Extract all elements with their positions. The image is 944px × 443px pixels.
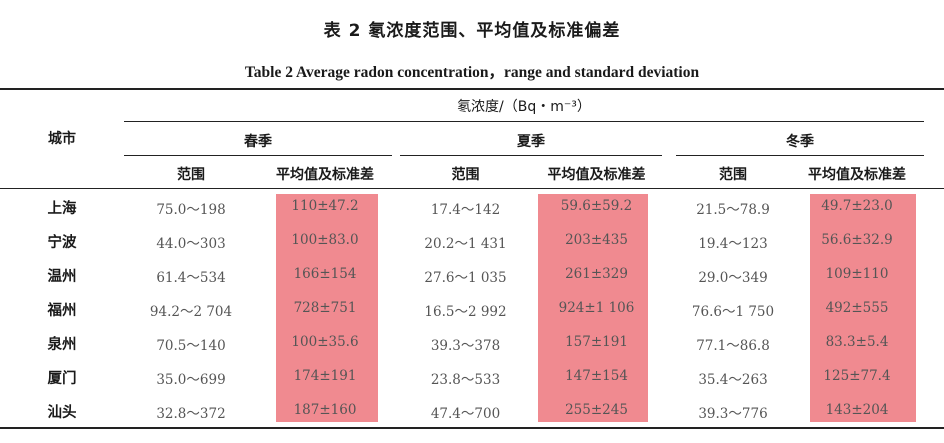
city-label: 上海: [47, 201, 77, 217]
mean-std-cell: 157±191: [565, 334, 628, 350]
range-cell: 35.4～263: [698, 372, 768, 388]
range-cell: 77.1～86.8: [696, 338, 770, 354]
season-header-summer: 夏季: [517, 134, 545, 150]
highlight-winter-mean: [810, 194, 916, 422]
range-cell: 16.5～2 992: [424, 304, 507, 320]
radon-group-header: 氡浓度/（Bq・m⁻³）: [457, 99, 591, 115]
city-header: 城市: [48, 131, 76, 147]
mean-std-cell: 147±154: [565, 368, 628, 384]
mean-std-cell: 728±751: [293, 300, 357, 316]
mean-std-cell: 203±435: [565, 232, 628, 248]
mean-std-cell: 174±191: [293, 368, 357, 384]
season-rule-spring: [124, 155, 392, 156]
range-cell: 21.5～78.9: [696, 202, 770, 218]
range-cell: 47.4～700: [430, 406, 501, 422]
range-cell: 61.4～534: [156, 270, 226, 286]
mean-std-cell: 56.6±32.9: [821, 232, 893, 248]
mean-std-cell: 187±160: [293, 402, 357, 418]
sub-header-mean-summer: 平均值及标准差: [547, 167, 646, 183]
mean-std-cell: 109±110: [825, 266, 889, 282]
mean-std-cell: 49.7±23.0: [821, 198, 893, 214]
bottom-rule: [0, 427, 944, 429]
sub-header-range-winter: 范围: [719, 167, 747, 183]
highlight-spring-mean: [276, 194, 378, 422]
range-cell: 29.0～349: [698, 270, 768, 286]
top-rule: [0, 88, 944, 90]
range-cell: 32.8～372: [156, 406, 226, 422]
season-rule-summer: [400, 155, 662, 156]
city-label: 宁波: [47, 235, 77, 251]
range-cell: 94.2～2 704: [149, 304, 233, 320]
mean-std-cell: 125±77.4: [823, 368, 891, 384]
mean-std-cell: 143±204: [825, 402, 889, 418]
mean-std-cell: 492±555: [825, 300, 889, 316]
range-cell: 39.3～378: [430, 338, 501, 354]
mean-std-cell: 261±329: [565, 266, 628, 282]
group-header-rule: [124, 121, 924, 122]
range-cell: 27.6～1 035: [424, 270, 507, 286]
mean-std-cell: 100±35.6: [291, 334, 359, 350]
range-cell: 20.2～1 431: [424, 236, 507, 252]
range-cell: 75.0～198: [156, 202, 226, 218]
range-cell: 23.8～533: [430, 372, 501, 388]
city-label: 温州: [47, 269, 77, 285]
mean-std-cell: 100±83.0: [291, 232, 359, 248]
table-caption-english: Table 2 Average radon concentration，rang…: [244, 64, 700, 81]
range-cell: 70.5～140: [156, 338, 226, 354]
sub-header-mean-winter: 平均值及标准差: [808, 167, 906, 183]
mean-std-cell: 110±47.2: [291, 198, 359, 214]
header-bottom-rule: [0, 188, 944, 189]
city-label: 汕头: [47, 405, 77, 421]
mean-std-cell: 166±154: [293, 266, 357, 282]
sub-header-range-spring: 范围: [177, 167, 205, 183]
sub-header-mean-spring: 平均值及标准差: [276, 167, 374, 183]
mean-std-cell: 255±245: [565, 402, 628, 418]
mean-std-cell: 59.6±59.2: [560, 198, 633, 214]
city-label: 福州: [47, 303, 77, 319]
season-header-spring: 春季: [244, 134, 272, 150]
city-label: 泉州: [47, 337, 77, 353]
table-caption-chinese: 表 2 氡浓度范围、平均值及标准偏差: [323, 21, 621, 41]
season-header-winter: 冬季: [786, 134, 814, 150]
mean-std-cell: 83.3±5.4: [825, 334, 889, 350]
range-cell: 17.4～142: [430, 202, 501, 218]
range-cell: 44.0～303: [156, 236, 226, 252]
range-cell: 19.4～123: [698, 236, 768, 252]
range-cell: 39.3～776: [698, 406, 768, 422]
city-label: 厦门: [47, 371, 77, 387]
mean-std-cell: 924±1 106: [558, 300, 635, 316]
highlight-summer-mean: [538, 194, 648, 422]
range-cell: 76.6～1 750: [691, 304, 775, 320]
range-cell: 35.0～699: [156, 372, 226, 388]
sub-header-range-summer: 范围: [451, 167, 480, 183]
season-rule-winter: [676, 155, 924, 156]
